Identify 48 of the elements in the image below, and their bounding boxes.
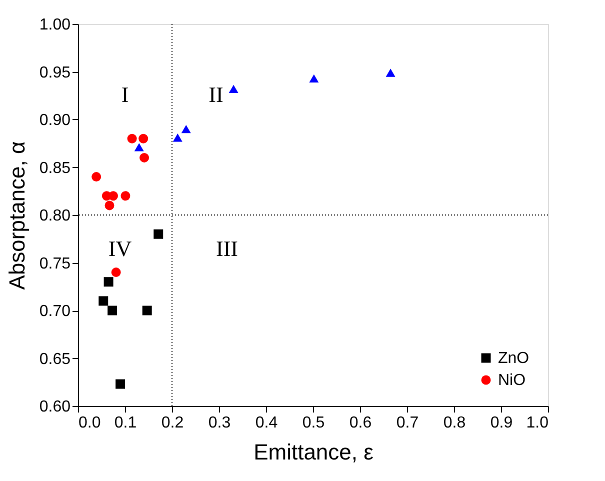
x-tick-label: 0.9 — [490, 414, 513, 432]
point — [172, 134, 182, 142]
y-axis-title: Absorptance, α — [4, 140, 30, 290]
y-tick-label: 0.95 — [39, 64, 71, 82]
point — [228, 84, 238, 94]
point — [116, 379, 126, 389]
y-tick-label: 0.85 — [39, 160, 71, 177]
annotation: II — [208, 82, 224, 107]
y-tick-label: 0.80 — [39, 208, 71, 224]
x-tick-label: 0.0 — [78, 414, 101, 432]
point — [108, 191, 118, 201]
x-tick-label: 0.8 — [443, 414, 466, 432]
point — [142, 306, 152, 316]
legend-label: NiO — [498, 372, 526, 389]
y-tick-label: 0.70 — [39, 303, 71, 320]
point — [386, 68, 396, 77]
point — [92, 172, 102, 182]
y-tick-label: 1.00 — [39, 16, 71, 34]
x-tick-label: 0.1 — [114, 414, 137, 432]
y-tick-label: 0.60 — [39, 398, 71, 416]
annotation: IV — [108, 236, 132, 261]
point — [98, 296, 108, 306]
y-tick-label: 0.75 — [39, 255, 71, 272]
point — [127, 134, 137, 144]
point — [111, 268, 121, 278]
x-tick-label: 0.7 — [396, 414, 419, 432]
annotation: I — [121, 82, 129, 107]
point — [154, 229, 164, 239]
x-axis-title: Emittance, ε — [254, 440, 374, 464]
point — [140, 152, 150, 162]
x-tick-label: 0.6 — [349, 414, 372, 432]
x-tick-label: 0.4 — [255, 414, 278, 432]
x-tick-label: 0.3 — [208, 414, 231, 432]
x-tick-label: 0.2 — [161, 414, 184, 432]
point — [108, 306, 118, 316]
legend-label: ZnO — [498, 350, 530, 367]
point — [309, 74, 319, 83]
y-tick-label: 0.65 — [39, 350, 71, 368]
point — [104, 277, 114, 287]
point — [134, 143, 144, 152]
point — [181, 124, 191, 134]
point — [104, 200, 114, 210]
point — [120, 191, 130, 201]
y-tick-label: 0.90 — [39, 112, 71, 129]
x-tick-label: 0.5 — [302, 414, 325, 432]
point — [138, 134, 148, 144]
x-tick-label: 1.0 — [526, 414, 549, 432]
annotation: III — [216, 236, 238, 261]
